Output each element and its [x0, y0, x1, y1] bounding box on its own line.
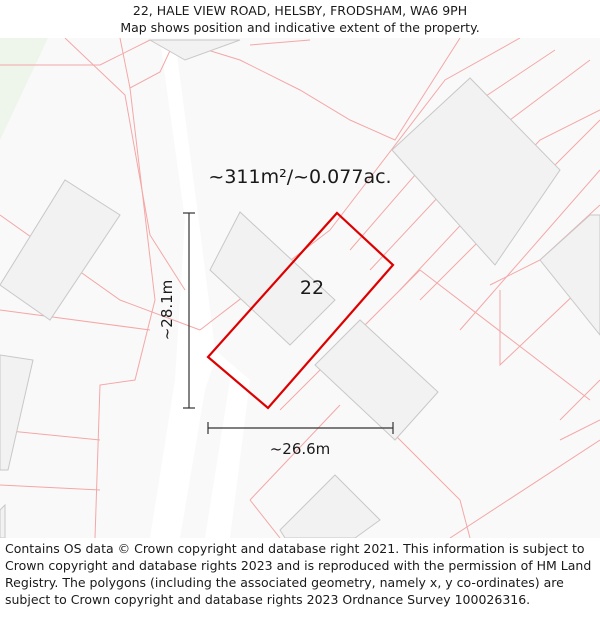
copyright-notice: Contains OS data © Crown copyright and d…: [5, 541, 592, 607]
map-subtitle: Map shows position and indicative extent…: [120, 20, 480, 35]
width-measure-label: ~26.6m: [270, 440, 331, 458]
property-address: 22, HALE VIEW ROAD, HELSBY, FRODSHAM, WA…: [132, 3, 468, 18]
property-map[interactable]: ~311m²/~0.077ac. 22 ~28.1m ~26.6m: [0, 37, 600, 539]
plot-number: 22: [300, 277, 324, 299]
measure-lines: [183, 212, 394, 434]
buildings: [0, 39, 600, 539]
map-canvas: ~311m²/~0.077ac. 22 ~28.1m ~26.6m: [0, 37, 600, 539]
road: [120, 40, 250, 538]
property-boundary[interactable]: [206, 211, 395, 410]
area-label: ~311m²/~0.077ac.: [208, 166, 391, 188]
parcel-boundaries: [0, 37, 600, 539]
height-measure-label: ~28.1m: [158, 280, 176, 341]
green-area: [0, 38, 48, 140]
map-header: 22, HALE VIEW ROAD, HELSBY, FRODSHAM, WA…: [0, 0, 600, 40]
